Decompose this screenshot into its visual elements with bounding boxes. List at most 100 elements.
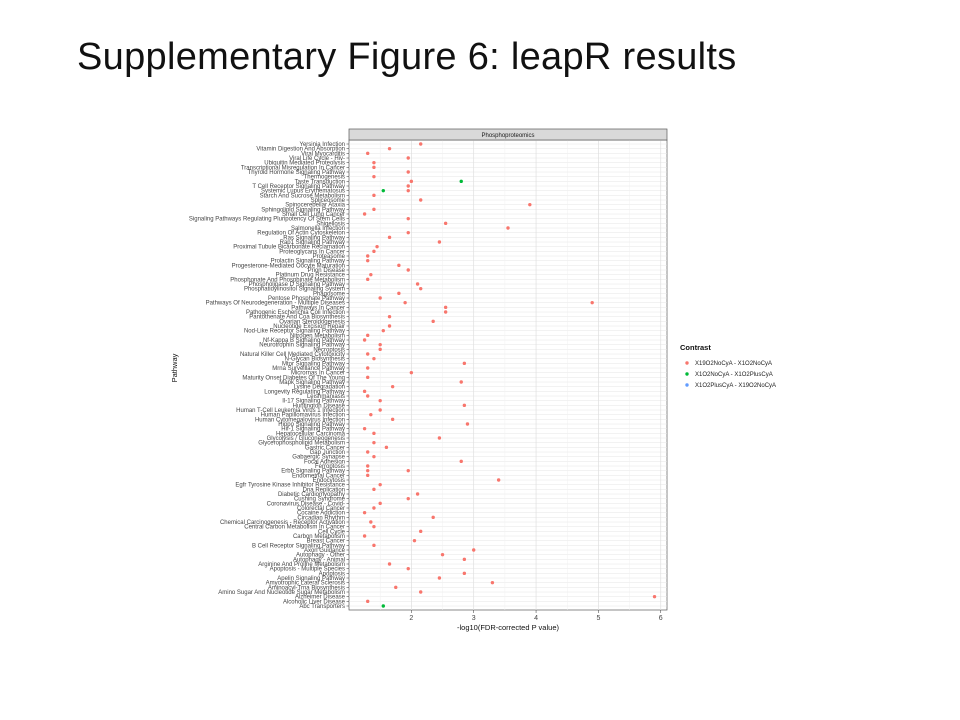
data-point	[419, 529, 423, 534]
data-point	[366, 277, 370, 282]
x-tick-label: 4	[534, 615, 538, 622]
y-tick-label: Mtor Signaling Pathway	[282, 361, 345, 367]
y-tick-label: Autophagy - Animal	[293, 557, 345, 563]
y-tick-label: Natural Killer Cell Mediated Cytotoxicit…	[240, 352, 345, 358]
data-point	[378, 482, 382, 487]
y-tick-label: Platinum Drug Resistance	[276, 273, 346, 279]
y-tick-label: Alcoholic Liver Disease	[283, 599, 346, 605]
data-point	[366, 352, 370, 356]
legend-label: X19O2NoCyA - X1O2NoCyA	[695, 361, 772, 367]
y-tick-label: Diabetic Cardiomyopathy	[278, 492, 345, 498]
data-point	[372, 440, 376, 445]
data-point	[415, 492, 420, 496]
facet-title: Phosphoproteomics	[481, 133, 534, 139]
y-tick-label: Small Cell Lung Cancer	[282, 212, 345, 218]
data-point	[462, 557, 467, 562]
y-tick-label: Spinocerebellar Ataxia	[285, 203, 345, 209]
y-tick-label: Leishmaniasis	[307, 394, 345, 400]
data-point	[369, 272, 373, 277]
legend-title: Contrast	[680, 343, 711, 352]
data-point	[362, 389, 367, 394]
y-tick-label: Necroptosis	[313, 347, 345, 353]
y-tick-label: Focal Adhesion	[304, 459, 345, 465]
y-tick-label: Apoptosis	[319, 571, 345, 577]
data-point	[372, 174, 376, 179]
data-point	[372, 543, 376, 548]
data-point	[366, 333, 370, 338]
legend-key	[685, 383, 689, 387]
y-tick-label: Spliceosome	[311, 198, 346, 204]
y-tick-label: Taste Transduction	[295, 179, 345, 185]
data-point	[381, 604, 385, 608]
y-tick-label: Progesterone-Mediated Oocyte Maturation	[232, 263, 345, 269]
data-point	[366, 450, 370, 454]
data-point	[362, 510, 367, 515]
y-tick-label: Cell Cycle	[318, 529, 346, 535]
data-point	[369, 412, 373, 417]
data-point	[406, 216, 410, 221]
slide-title: Supplementary Figure 6: leapR results	[77, 36, 737, 78]
y-tick-label: Alzheimer Disease	[295, 595, 346, 601]
y-tick-label: Phospholipase D Signaling Pathway	[249, 282, 345, 288]
data-point	[378, 296, 382, 300]
data-point	[362, 212, 367, 216]
y-tick-label: Dna Replication	[303, 487, 345, 493]
y-tick-label: Chemical Carcinogenesis - Receptor Activ…	[220, 520, 345, 526]
data-point	[369, 520, 373, 524]
data-point	[375, 244, 379, 249]
data-point	[366, 366, 370, 370]
y-tick-label: Mrna Surveillance Pathway	[272, 366, 345, 372]
data-point	[366, 151, 370, 156]
data-point	[406, 268, 410, 272]
y-tick-label: Cocaine Addiction	[297, 511, 345, 517]
data-point	[431, 515, 435, 520]
data-point	[406, 230, 410, 235]
data-point	[462, 361, 467, 366]
y-tick-label: Nucleotide Excision Repair	[273, 324, 345, 330]
y-tick-label: Pantothenate And Coa Biosynthesis	[249, 315, 345, 321]
y-tick-label: Egfr Tyrosine Kinase Inhibitor Resistanc…	[235, 483, 345, 489]
data-point	[387, 314, 392, 319]
y-tick-label: Hippo Signaling Pathway	[278, 422, 345, 428]
y-tick-label: Arginine And Proline Metabolism	[258, 562, 345, 568]
y-tick-label: Nod-Like Receptor Signaling Pathway	[244, 329, 345, 335]
y-tick-label: Aminoacyl-Trna Biosynthesis	[268, 585, 345, 591]
data-point	[387, 235, 392, 240]
data-point	[378, 501, 382, 506]
y-tick-label: Transcriptional Misregulation In Cancer	[241, 165, 345, 171]
data-point	[443, 305, 448, 310]
y-tick-label: Nitrogen Metabolism	[290, 333, 345, 339]
data-point	[406, 170, 410, 174]
x-axis-title: -log10(FDR-corrected P value)	[457, 623, 559, 632]
y-tick-label: Proximal Tubule Bicarbonate Reclamation	[233, 245, 345, 251]
data-point	[372, 160, 376, 165]
y-tick-label: B Cell Receptor Signaling Pathway	[252, 543, 345, 549]
data-point	[419, 142, 423, 146]
y-tick-label: Maturity Onset Diabetes Of The Young	[242, 375, 345, 381]
x-tick-label: 3	[472, 615, 476, 622]
y-tick-label: Ras Signaling Pathway	[283, 235, 345, 241]
y-tick-label: Coronavirus Disease - Covid-	[267, 501, 345, 507]
data-point	[378, 408, 382, 412]
y-tick-label: Gabaergic Synapse	[292, 455, 345, 461]
data-point	[381, 188, 385, 193]
y-tick-label: Colorectal Cancer	[297, 506, 345, 512]
data-point	[387, 562, 392, 566]
data-point	[366, 464, 370, 468]
y-tick-label: Pathways In Cancer	[291, 305, 345, 311]
y-tick-label: T Cell Receptor Signaling Pathway	[252, 184, 345, 190]
data-point	[462, 403, 467, 408]
y-tick-label: Gap Junction	[310, 450, 345, 456]
data-point	[372, 356, 376, 361]
data-point	[440, 552, 445, 557]
data-point	[437, 240, 442, 244]
y-tick-label: Signaling Pathways Regulating Pluripoten…	[189, 217, 345, 223]
data-point	[372, 249, 376, 254]
data-point	[406, 184, 410, 188]
data-point	[390, 384, 395, 389]
data-point	[406, 496, 410, 501]
data-point	[394, 585, 398, 590]
y-tick-label: Ferroptosis	[315, 464, 345, 470]
data-point	[496, 478, 501, 482]
